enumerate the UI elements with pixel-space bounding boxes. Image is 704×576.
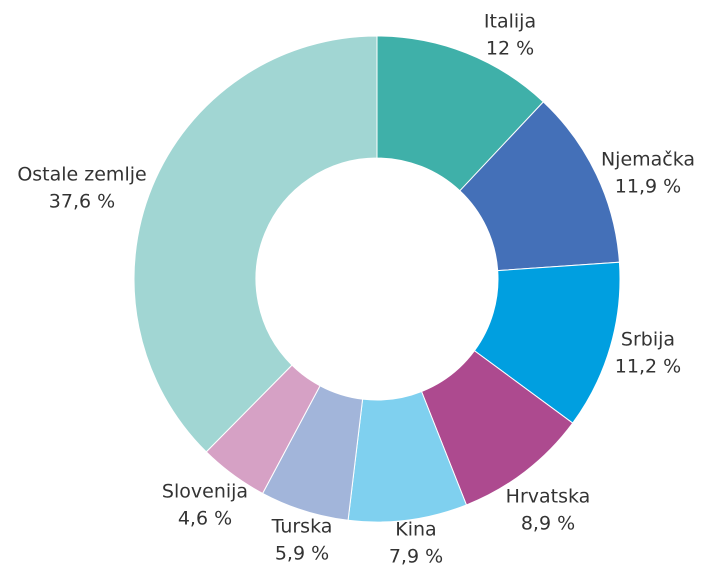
segment-value-label: 37,6 % [49, 191, 115, 213]
segment-value-label: 11,9 % [615, 176, 681, 198]
segment-value-label: 4,6 % [178, 508, 232, 530]
segment-label: Turska [271, 516, 333, 538]
segment-value-label: 7,9 % [389, 546, 443, 568]
segment-value-label: 12 % [486, 38, 534, 60]
segment-value-label: 5,9 % [275, 543, 329, 565]
donut-segment [133, 35, 378, 453]
segment-label: Srbija [621, 329, 675, 351]
segment-label: Hrvatska [506, 486, 591, 508]
segment-value-label: 8,9 % [521, 513, 575, 535]
segment-label: Kina [395, 519, 436, 541]
donut-segment [376, 35, 545, 192]
segment-label: Njemačka [601, 149, 695, 171]
segment-label: Ostale zemlje [17, 164, 146, 186]
segment-label: Italija [484, 11, 536, 33]
segment-value-label: 11,2 % [615, 356, 681, 378]
segment-label: Slovenija [162, 481, 248, 503]
